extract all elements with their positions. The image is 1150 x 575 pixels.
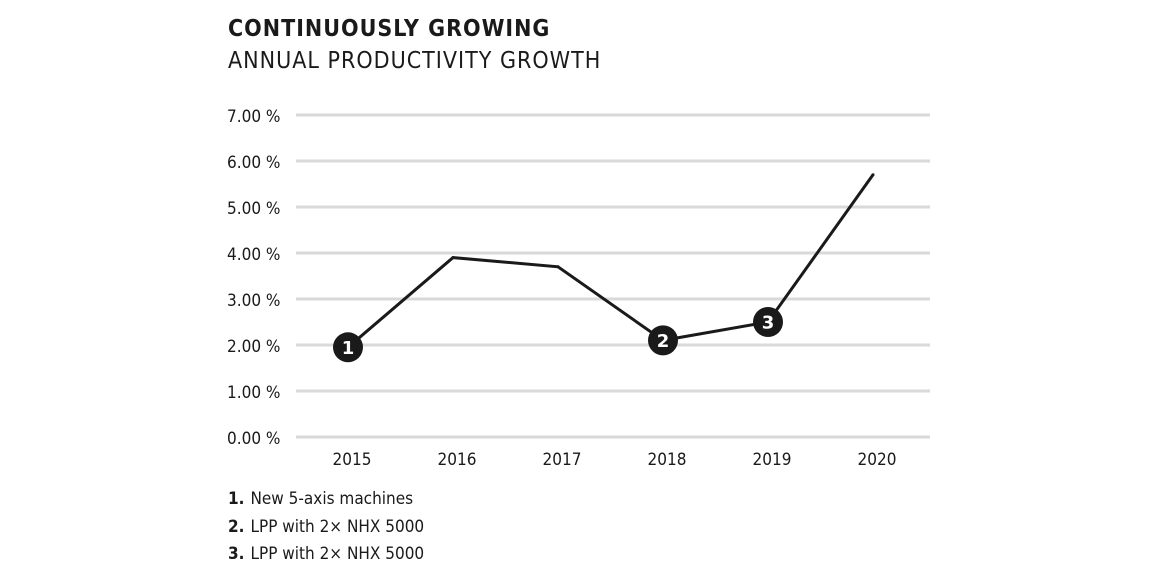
y-tick-label: 5.00 % — [227, 199, 280, 219]
annotation-marker-label: 3 — [762, 313, 775, 334]
legend-text: LPP with 2× NHX 5000 — [250, 516, 425, 537]
legend-number: 1. — [228, 489, 245, 509]
x-tick-label: 2019 — [753, 450, 792, 470]
annotation-marker-label: 2 — [657, 331, 670, 352]
data-point — [556, 265, 560, 269]
series-line — [347, 173, 875, 349]
legend-number: 3. — [228, 544, 245, 564]
y-tick-label: 7.00 % — [227, 107, 280, 127]
x-tick-label: 2015 — [333, 450, 372, 470]
data-point — [451, 256, 455, 260]
y-tick-label: 4.00 % — [227, 245, 280, 265]
chart-subtitle: ANNUAL PRODUCTIVITY GROWTH — [228, 48, 602, 74]
chart-title: CONTINUOUSLY GROWING — [228, 16, 551, 42]
legend-item: 1. New 5-axis machines — [228, 486, 424, 514]
legend-item: 2. LPP with 2× NHX 5000 — [228, 514, 424, 542]
annotation-marker — [753, 307, 783, 337]
annotation-marker-label: 1 — [342, 338, 355, 359]
y-tick-label: 3.00 % — [227, 291, 280, 311]
x-tick-label: 2020 — [858, 450, 897, 470]
y-tick-label: 1.00 % — [227, 383, 280, 403]
y-tick-label: 2.00 % — [227, 337, 280, 357]
legend-text: LPP with 2× NHX 5000 — [250, 544, 425, 564]
x-tick-label: 2016 — [438, 450, 477, 470]
x-tick-label: 2018 — [648, 450, 687, 470]
y-tick-label: 0.00 % — [227, 429, 280, 449]
annotation-marker — [648, 325, 678, 356]
annotation-legend: 1. New 5-axis machines 2. LPP with 2× NHX … — [228, 486, 424, 569]
legend-item: 3. LPP with 2× NHX 5000 — [228, 541, 424, 569]
x-tick-label: 2017 — [543, 450, 582, 470]
legend-number: 2. — [228, 516, 245, 537]
legend-text: New 5-axis machines — [250, 489, 414, 509]
annotation-marker — [333, 332, 363, 363]
y-tick-label: 6.00 % — [227, 153, 280, 173]
data-point — [871, 173, 875, 177]
